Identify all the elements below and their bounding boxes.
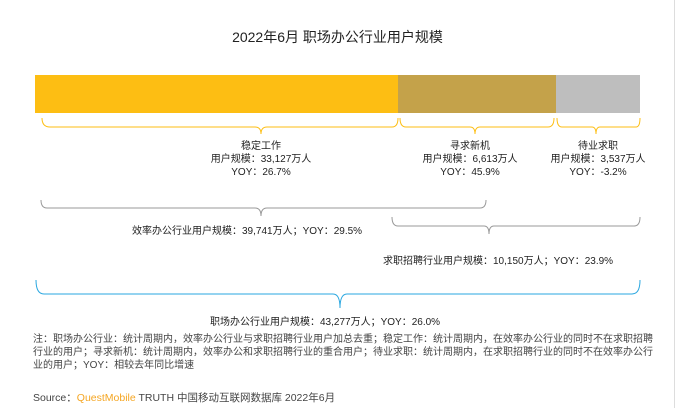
bracket-total <box>35 279 641 309</box>
segment-yoy: YOY：-3.2% <box>569 167 627 178</box>
segment-name: 待业求职 <box>578 141 618 152</box>
segment-label-unemployed: 待业求职 用户规模：3,537万人 YOY：-3.2% <box>540 140 656 179</box>
group-label-total: 职场办公行业用户规模：43,277万人；YOY：26.0% <box>210 317 441 328</box>
bar-segment-stable <box>35 75 398 113</box>
segment-value: 用户规模：3,537万人 <box>550 154 646 165</box>
source: Source：QuestMobile TRUTH 中国移动互联网数据库 2022… <box>33 390 335 405</box>
group-label-efficiency: 效率办公行业用户规模：39,741万人；YOY：29.5% <box>132 226 363 237</box>
chart-title: 2022年6月 职场办公行业用户规模 <box>232 29 443 45</box>
segment-value: 用户规模：33,127万人 <box>210 154 312 165</box>
source-brand: QuestMobile <box>76 392 136 404</box>
segment-label-seeking: 寻求新机 用户规模：6,613万人 YOY：45.9% <box>412 140 528 179</box>
bracket-unemployed <box>556 117 641 135</box>
segment-yoy: YOY：26.7% <box>231 167 291 178</box>
source-prefix: Source： <box>33 392 77 404</box>
segment-name: 稳定工作 <box>241 141 281 152</box>
bracket-efficiency <box>40 199 487 217</box>
bracket-seeking <box>399 117 555 135</box>
bar-segment-unemployed <box>556 75 640 113</box>
bar-segment-seeking <box>398 75 556 113</box>
segment-yoy: YOY：45.9% <box>440 167 500 178</box>
bracket-recruitment <box>391 216 641 235</box>
segment-label-stable: 稳定工作 用户规模：33,127万人 YOY：26.7% <box>171 140 351 179</box>
segment-value: 用户规模：6,613万人 <box>422 154 518 165</box>
segment-name: 寻求新机 <box>450 141 490 152</box>
group-label-recruitment: 求职招聘行业用户规模：10,150万人；YOY：23.9% <box>383 256 614 267</box>
footnote: 注：职场办公行业：统计周期内，效率办公行业与求职招聘行业用户加总去重；稳定工作：… <box>33 334 653 371</box>
source-suffix: TRUTH 中国移动互联网数据库 2022年6月 <box>135 392 336 404</box>
bracket-stable <box>41 117 399 135</box>
